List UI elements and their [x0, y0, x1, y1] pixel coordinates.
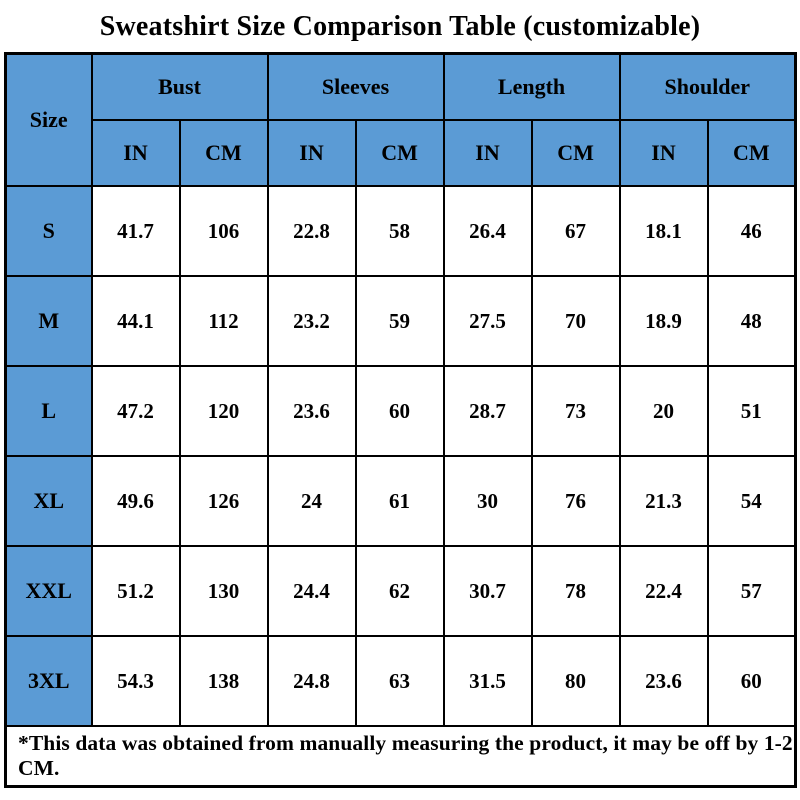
unit-header: CM — [178, 119, 269, 187]
measurement-cell: 60 — [354, 365, 445, 457]
measurement-cell: 27.5 — [442, 275, 533, 367]
measurement-cell: 22.8 — [266, 185, 357, 277]
size-column-header: Size — [4, 52, 93, 187]
unit-header-row: IN CM IN CM IN CM IN CM — [6, 119, 797, 187]
measurement-cell: 41.7 — [90, 185, 181, 277]
measurement-cell: 48 — [706, 275, 797, 367]
size-label-cell: S — [4, 185, 93, 277]
measurement-cell: 24 — [266, 455, 357, 547]
measurement-cell: 18.9 — [618, 275, 709, 367]
unit-header: CM — [706, 119, 797, 187]
unit-header: CM — [354, 119, 445, 187]
unit-header: IN — [442, 119, 533, 187]
table-row: XL 49.6 126 24 61 30 76 21.3 54 — [4, 455, 797, 547]
size-label-cell: XL — [4, 455, 93, 547]
table-row: XXL 51.2 130 24.4 62 30.7 78 22.4 57 — [4, 545, 797, 637]
measurement-cell: 21.3 — [618, 455, 709, 547]
measurement-cell: 126 — [178, 455, 269, 547]
measurement-disclaimer: *This data was obtained from manually me… — [4, 725, 797, 788]
measurement-cell: 58 — [354, 185, 445, 277]
measurement-cell: 44.1 — [90, 275, 181, 367]
measurement-cell: 26.4 — [442, 185, 533, 277]
measurement-cell: 138 — [178, 635, 269, 727]
measurement-cell: 20 — [618, 365, 709, 457]
measurement-cell: 130 — [178, 545, 269, 637]
measurement-cell: 30 — [442, 455, 533, 547]
measurement-cell: 106 — [178, 185, 269, 277]
table-row: S 41.7 106 22.8 58 26.4 67 18.1 46 — [4, 185, 797, 277]
unit-header: IN — [618, 119, 709, 187]
measurement-cell: 51.2 — [90, 545, 181, 637]
measurement-cell: 80 — [530, 635, 621, 727]
measurement-cell: 22.4 — [618, 545, 709, 637]
measurement-cell: 47.2 — [90, 365, 181, 457]
table-row: M 44.1 112 23.2 59 27.5 70 18.9 48 — [4, 275, 797, 367]
group-header-row: Size Bust Sleeves Length Shoulder — [4, 52, 797, 187]
measurement-cell: 63 — [354, 635, 445, 727]
measurement-cell: 30.7 — [442, 545, 533, 637]
measurement-cell: 23.2 — [266, 275, 357, 367]
table-row: L 47.2 120 23.6 60 28.7 73 20 51 — [4, 365, 797, 457]
measurement-cell: 46 — [706, 185, 797, 277]
group-header-sleeves: Sleeves — [266, 52, 445, 121]
measurement-cell: 24.8 — [266, 635, 357, 727]
group-header-length: Length — [442, 52, 621, 121]
size-comparison-table: Size Bust Sleeves Length Shoulder IN CM … — [4, 52, 798, 788]
measurement-cell: 120 — [178, 365, 269, 457]
measurement-cell: 57 — [706, 545, 797, 637]
measurement-cell: 62 — [354, 545, 445, 637]
table-row: 3XL 54.3 138 24.8 63 31.5 80 23.6 60 — [4, 635, 797, 727]
measurement-cell: 31.5 — [442, 635, 533, 727]
measurement-cell: 54 — [706, 455, 797, 547]
measurement-cell: 78 — [530, 545, 621, 637]
group-header-shoulder: Shoulder — [618, 52, 797, 121]
size-label-cell: M — [4, 275, 93, 367]
size-label-cell: L — [4, 365, 93, 457]
footnote-row: *This data was obtained from manually me… — [4, 725, 797, 788]
size-label-cell: 3XL — [4, 635, 93, 727]
measurement-cell: 24.4 — [266, 545, 357, 637]
measurement-cell: 67 — [530, 185, 621, 277]
table-header: Size Bust Sleeves Length Shoulder IN CM … — [4, 52, 797, 187]
measurement-cell: 28.7 — [442, 365, 533, 457]
measurement-cell: 70 — [530, 275, 621, 367]
measurement-cell: 59 — [354, 275, 445, 367]
measurement-cell: 49.6 — [90, 455, 181, 547]
measurement-cell: 51 — [706, 365, 797, 457]
measurement-cell: 61 — [354, 455, 445, 547]
size-label-cell: XXL — [4, 545, 93, 637]
table-body: S 41.7 106 22.8 58 26.4 67 18.1 46 M 44.1 112 23.2 59… — [4, 185, 797, 727]
measurement-cell: 23.6 — [618, 635, 709, 727]
unit-header: IN — [90, 119, 181, 187]
unit-header: IN — [266, 119, 357, 187]
measurement-cell: 60 — [706, 635, 797, 727]
measurement-cell: 73 — [530, 365, 621, 457]
group-header-bust: Bust — [90, 52, 269, 121]
measurement-cell: 18.1 — [618, 185, 709, 277]
measurement-cell: 76 — [530, 455, 621, 547]
page-title: Sweatshirt Size Comparison Table (custom… — [99, 11, 701, 42]
unit-header: CM — [530, 119, 621, 187]
measurement-cell: 112 — [178, 275, 269, 367]
measurement-cell: 54.3 — [90, 635, 181, 727]
measurement-cell: 23.6 — [266, 365, 357, 457]
